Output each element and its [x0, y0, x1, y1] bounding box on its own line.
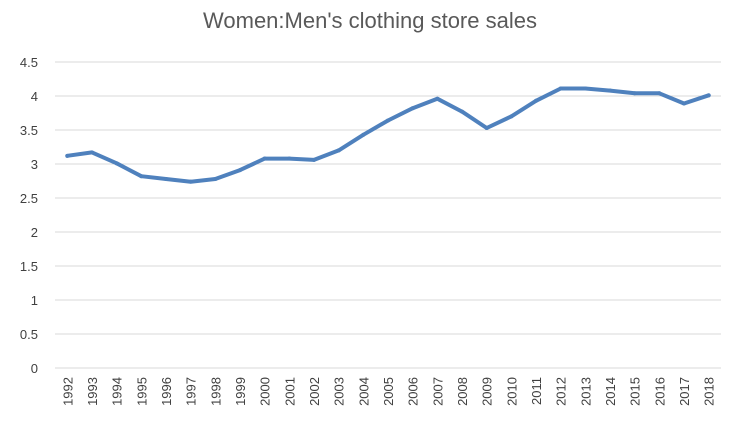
data-point	[435, 96, 440, 101]
data-point	[534, 98, 538, 103]
y-axis-ticks: 0 0.5 1 1.5 2 2.5 3 3.5 4 4.5	[20, 55, 38, 376]
y-tick-label: 1.5	[20, 259, 38, 274]
x-tick-label: 2011	[529, 377, 544, 405]
data-point	[188, 179, 193, 184]
chart-title: Women:Men's clothing store sales	[203, 8, 537, 33]
x-tick-label: 2014	[603, 377, 618, 406]
x-tick-label: 2005	[381, 377, 396, 406]
data-point	[287, 156, 292, 161]
x-tick-label: 2015	[628, 377, 643, 406]
data-point	[682, 101, 686, 106]
gridlines	[55, 61, 721, 369]
data-point	[262, 156, 267, 161]
data-point	[484, 125, 489, 130]
x-tick-label: 2000	[258, 377, 273, 406]
x-tick-label: 1996	[159, 377, 174, 406]
x-tick-label: 2007	[430, 377, 445, 406]
x-tick-label: 2003	[332, 377, 347, 406]
y-tick-label: 4.5	[20, 55, 38, 70]
x-tick-label: 2008	[455, 377, 470, 406]
data-point	[164, 176, 168, 181]
x-tick-label: 2016	[652, 377, 667, 406]
x-tick-label: 2013	[578, 377, 593, 406]
y-tick-label: 1	[31, 293, 38, 308]
data-point	[608, 88, 612, 93]
data-point	[65, 153, 70, 158]
x-axis-ticks: 1992 1993 1994 1995 1996 1997 1998 1999 2000 2001…	[60, 377, 716, 406]
x-tick-label: 2012	[554, 377, 569, 406]
data-point	[238, 168, 242, 173]
data-point	[410, 106, 415, 111]
x-tick-label: 1994	[110, 377, 125, 406]
x-tick-label: 1997	[184, 377, 199, 406]
series-line	[65, 86, 711, 184]
data-point	[114, 161, 119, 166]
x-tick-label: 1992	[60, 377, 75, 406]
data-point	[312, 157, 316, 162]
y-tick-label: 3	[31, 157, 38, 172]
data-point	[558, 86, 563, 91]
y-tick-label: 2	[31, 225, 38, 240]
data-point	[706, 93, 711, 98]
data-point	[90, 150, 94, 155]
x-tick-label: 2002	[307, 377, 322, 406]
y-tick-label: 0	[31, 361, 38, 376]
y-tick-label: 4	[31, 89, 38, 104]
data-point	[632, 91, 637, 96]
data-point	[509, 114, 514, 119]
data-point	[139, 174, 144, 179]
x-tick-label: 2018	[702, 377, 717, 406]
data-point	[657, 91, 662, 96]
data-point	[213, 176, 218, 181]
data-point	[460, 109, 464, 114]
x-tick-label: 2006	[406, 377, 421, 406]
x-tick-label: 2009	[480, 377, 495, 406]
x-tick-label: 1993	[85, 377, 100, 406]
data-point	[386, 118, 390, 123]
x-tick-label: 2010	[504, 377, 519, 406]
x-tick-label: 1995	[134, 377, 149, 406]
y-tick-label: 2.5	[20, 191, 38, 206]
x-tick-label: 1999	[233, 377, 248, 406]
series-layer	[65, 86, 711, 184]
x-tick-label: 1998	[208, 377, 223, 406]
y-tick-label: 0.5	[20, 327, 38, 342]
data-point	[361, 132, 366, 137]
x-tick-label: 2017	[677, 377, 692, 406]
x-tick-label: 2004	[356, 377, 371, 406]
y-tick-label: 3.5	[20, 123, 38, 138]
data-point	[583, 86, 588, 91]
data-point	[336, 148, 341, 153]
x-tick-label: 2001	[282, 377, 297, 406]
